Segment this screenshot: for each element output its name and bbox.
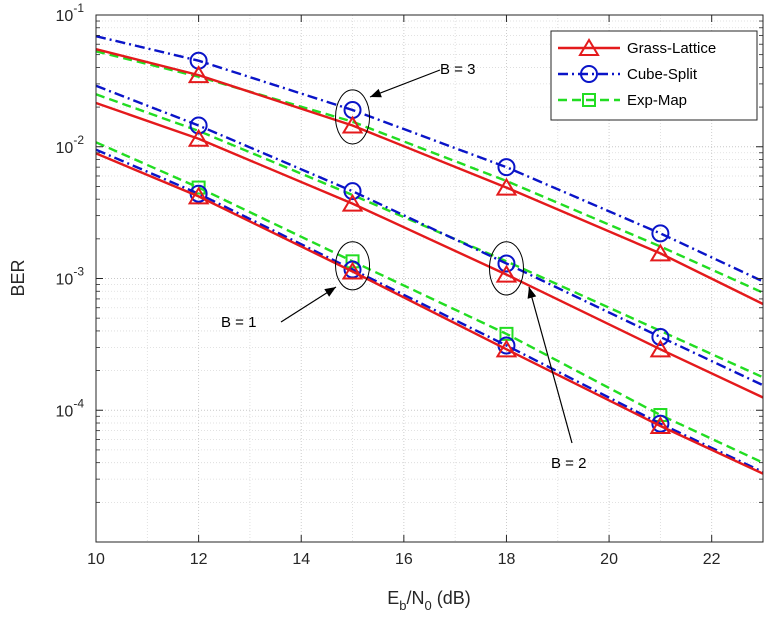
- triangle-marker: [495, 177, 518, 196]
- x-tick-label: 18: [498, 551, 516, 568]
- triangle-marker: [341, 261, 364, 280]
- annotation-ellipse: [335, 89, 371, 145]
- legend-label: Grass-Lattice: [627, 40, 716, 57]
- annotation-arrowhead: [324, 287, 336, 297]
- series-triangle-curve: [95, 101, 764, 399]
- series-grass-lattice: [95, 48, 764, 306]
- legend-label: Exp-Map: [627, 92, 687, 109]
- series-line: [95, 35, 764, 283]
- x-axis-label: Eb/N0 (dB): [387, 588, 471, 613]
- legend-label: Cube-Split: [627, 66, 698, 83]
- series-exp-map: [95, 50, 764, 294]
- y-tick-label: 10-2: [56, 133, 85, 157]
- series-line: [95, 84, 764, 387]
- x-axis-label-sub1: b: [399, 598, 406, 613]
- annotation-label: B = 1: [221, 314, 256, 331]
- annotation-arrowhead: [527, 287, 537, 299]
- series-triangle-curve: [95, 152, 764, 475]
- series-circle-curve: [95, 84, 764, 387]
- series-square-curve: [95, 93, 764, 379]
- annotation-label: B = 2: [551, 455, 586, 472]
- y-tick-label: 10-1: [56, 1, 85, 25]
- circle-marker: [497, 254, 516, 273]
- triangle-marker: [341, 193, 364, 212]
- triangle-marker: [187, 128, 210, 147]
- annotation-arrow: [369, 69, 441, 98]
- circle-marker: [651, 224, 670, 243]
- legend-item-exp-map: Exp-Map: [558, 92, 687, 109]
- legend: Grass-Lattice Cube-Split Exp-Map: [550, 30, 758, 121]
- series-line: [95, 93, 764, 379]
- annotation-layer: B = 3 B = 2 B = 1: [221, 61, 586, 472]
- x-axis-label-base: E: [387, 588, 399, 608]
- series-line: [95, 148, 764, 474]
- x-tick-label: 16: [395, 551, 413, 568]
- square-marker: [653, 408, 668, 423]
- legend-item-cube-split: Cube-Split: [558, 65, 698, 83]
- square-marker: [582, 93, 596, 107]
- x-tick-label: 14: [292, 551, 310, 568]
- circle-marker: [189, 116, 208, 135]
- series-line: [95, 50, 764, 294]
- tick-layer: 10 12 14 16 18 20 22 10-1 10-2 10-3 10-4: [56, 1, 763, 568]
- annotation-ellipse: [488, 241, 524, 296]
- triangle-marker: [495, 264, 518, 283]
- y-axis-label: BER: [8, 259, 28, 296]
- triangle-marker: [341, 115, 364, 134]
- triangle-marker: [649, 243, 672, 262]
- x-axis-label-mid: /N: [407, 588, 425, 608]
- circle-marker: [580, 65, 598, 83]
- series-line: [95, 101, 764, 399]
- series-line: [95, 141, 764, 464]
- series-line: [95, 48, 764, 306]
- annotation-arrowhead: [370, 88, 382, 98]
- triangle-marker: [495, 339, 518, 358]
- legend-item-grass-lattice: Grass-Lattice: [558, 38, 716, 57]
- y-tick-label: 10-4: [56, 396, 85, 420]
- series-line: [95, 152, 764, 475]
- circle-marker: [497, 158, 516, 177]
- triangle-marker: [578, 38, 600, 56]
- annotation-label: B = 3: [440, 61, 475, 78]
- x-axis-label-tail: (dB): [432, 588, 471, 608]
- triangle-marker: [187, 186, 210, 205]
- circle-marker: [651, 327, 670, 346]
- x-tick-label: 20: [600, 551, 618, 568]
- x-axis-label-sub2: 0: [425, 598, 432, 613]
- annotation-arrow: [528, 286, 573, 444]
- series-layer: [95, 35, 764, 475]
- x-tick-label: 10: [87, 551, 105, 568]
- annotation-ellipse: [335, 241, 371, 291]
- x-tick-label: 12: [190, 551, 208, 568]
- circle-marker: [343, 182, 362, 201]
- circle-marker: [651, 414, 670, 433]
- y-tick-label: 10-3: [56, 265, 85, 289]
- triangle-marker: [187, 65, 210, 84]
- x-tick-label: 22: [703, 551, 721, 568]
- triangle-marker: [649, 416, 672, 434]
- square-marker: [345, 254, 360, 269]
- triangle-marker: [649, 339, 672, 358]
